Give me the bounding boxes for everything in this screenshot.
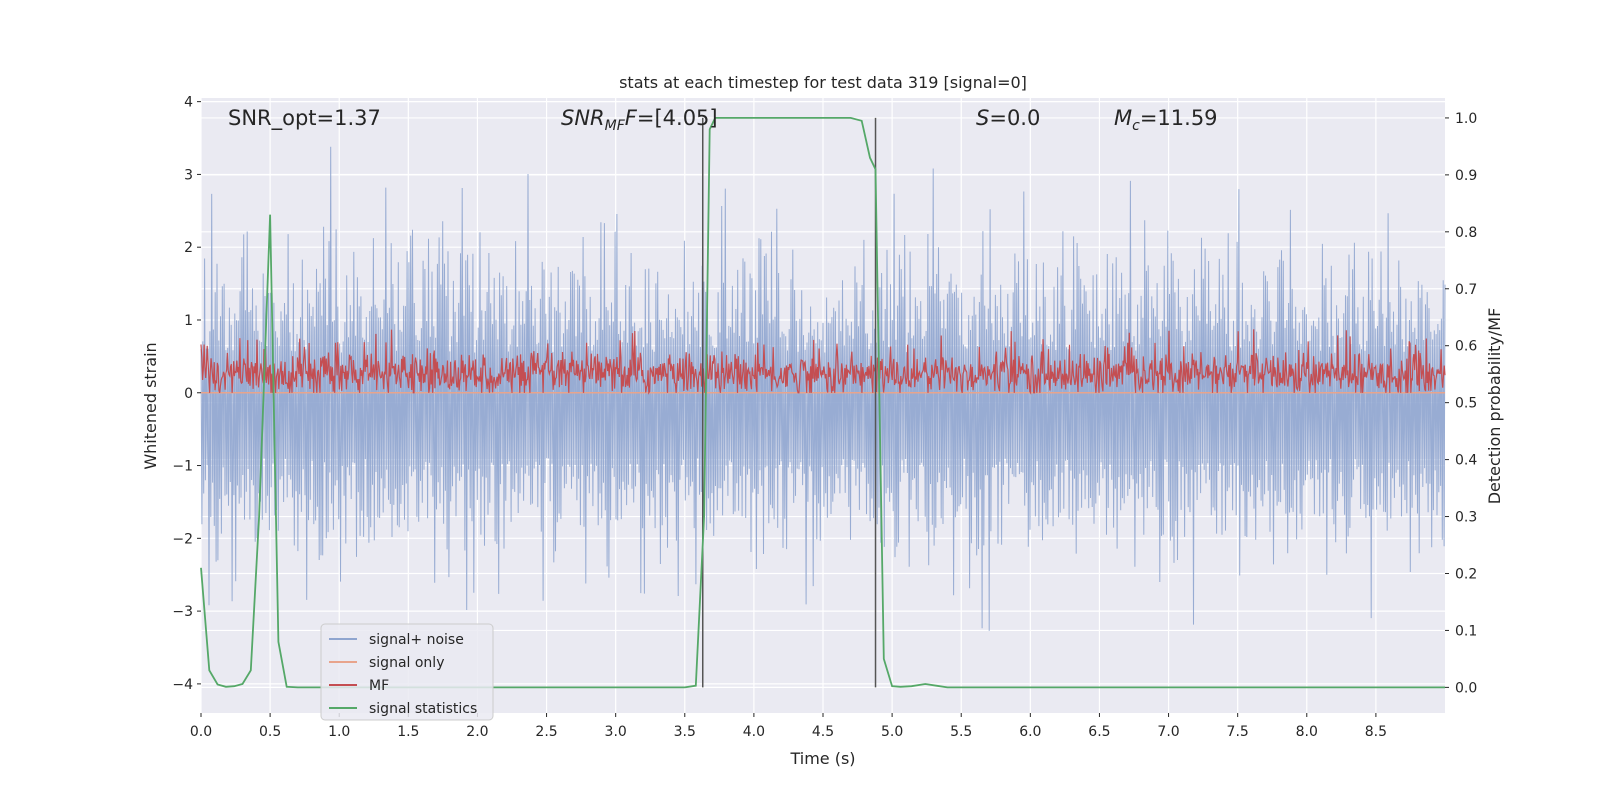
x-tick-label: 7.0 <box>1157 724 1179 740</box>
series-layer <box>200 117 1446 689</box>
annotation-s-rest: =0.0 <box>989 106 1040 130</box>
x-tick-label: 4.5 <box>812 724 834 740</box>
annotation-snr-mf-sub: MF <box>605 118 626 134</box>
x-tick-label: 6.5 <box>1088 724 1110 740</box>
y-left-tick-label: −3 <box>172 604 193 620</box>
annotation-s-main: S <box>976 106 989 130</box>
legend-label: signal only <box>369 655 444 671</box>
annotation-mc: Mc=11.59 <box>1114 106 1218 134</box>
y-left-tick-label: 2 <box>184 240 193 256</box>
annotation-s: S=0.0 <box>976 106 1040 130</box>
series-signal-statistics-line <box>200 117 1445 689</box>
x-tick-label: 1.0 <box>328 724 350 740</box>
y-right-tick-label: 0.9 <box>1455 168 1477 184</box>
y-right-tick-label: 1.0 <box>1455 111 1477 127</box>
x-tick-label: 0.0 <box>190 724 212 740</box>
x-tick-label: 2.5 <box>535 724 557 740</box>
x-tick-label: 1.5 <box>397 724 419 740</box>
annotation-snr-mf: SNRMFF=[4.05] <box>561 106 718 134</box>
x-axis-label: Time (s) <box>789 749 855 768</box>
legend: signal+ noise signal only MF signal statist… <box>320 623 494 721</box>
y-left-tick-label: 4 <box>184 95 193 111</box>
series-signal-noise-line <box>200 146 1446 631</box>
legend-label: MF <box>369 678 389 694</box>
y-right-tick-label: 0.8 <box>1455 225 1477 241</box>
annotation-snr-opt: SNR_opt=1.37 <box>228 106 381 131</box>
y-left-tick-label: −2 <box>172 531 193 547</box>
annotation-snr-mf-main: SNR <box>561 106 605 130</box>
annotation-snr-mf-rest: =[4.05] <box>637 106 718 130</box>
series-mf-line <box>200 329 1446 395</box>
y-axis-left-label: Whitened strain <box>141 342 160 469</box>
x-tick-label: 7.5 <box>1227 724 1249 740</box>
axes-layer: 0.0 0.5 1.0 1.5 2.0 2.5 3.0 3.5 4.0 4.5 5.0 5.5 6.0 6… <box>172 95 1477 740</box>
x-tick-label: 0.5 <box>259 724 281 740</box>
x-tick-label: 5.0 <box>881 724 903 740</box>
x-tick-label: 3.5 <box>674 724 696 740</box>
y-right-tick-label: 0.3 <box>1455 510 1477 526</box>
y-left-tick-label: −1 <box>172 459 193 475</box>
x-tick-label: 5.5 <box>950 724 972 740</box>
y-right-tick-label: 0.7 <box>1455 282 1477 298</box>
x-tick-label: 8.5 <box>1365 724 1387 740</box>
y-right-tick-label: 0.2 <box>1455 566 1477 582</box>
legend-box <box>320 623 494 721</box>
y-right-tick-label: 0.6 <box>1455 339 1477 355</box>
chart-title: stats at each timestep for test data 319… <box>619 73 1027 92</box>
y-left-tick-label: 1 <box>184 313 193 329</box>
y-left-tick-label: 0 <box>184 386 193 402</box>
y-right-tick-label: 0.4 <box>1455 453 1477 469</box>
y-right-tick-label: 0.1 <box>1455 623 1477 639</box>
y-left-tick-label: −4 <box>172 677 193 693</box>
annotation-mc-rest: =11.59 <box>1140 106 1218 130</box>
x-tick-label: 3.0 <box>605 724 627 740</box>
annotation-mc-main: M <box>1114 106 1132 130</box>
x-tick-label: 4.0 <box>743 724 765 740</box>
y-left-tick-label: 3 <box>184 167 193 183</box>
x-tick-label: 6.0 <box>1019 724 1041 740</box>
x-tick-label: 8.0 <box>1296 724 1318 740</box>
y-right-tick-label: 0.5 <box>1455 396 1477 412</box>
x-tick-label: 2.0 <box>466 724 488 740</box>
legend-label: signal statistics <box>369 701 477 717</box>
annotation-mc-sub: c <box>1132 118 1140 134</box>
y-axis-right-label: Detection probability/MF <box>1485 308 1504 505</box>
annotation-snr-mf-mid: F <box>625 106 638 130</box>
legend-label: signal+ noise <box>369 632 464 648</box>
y-right-tick-label: 0.0 <box>1455 680 1477 696</box>
